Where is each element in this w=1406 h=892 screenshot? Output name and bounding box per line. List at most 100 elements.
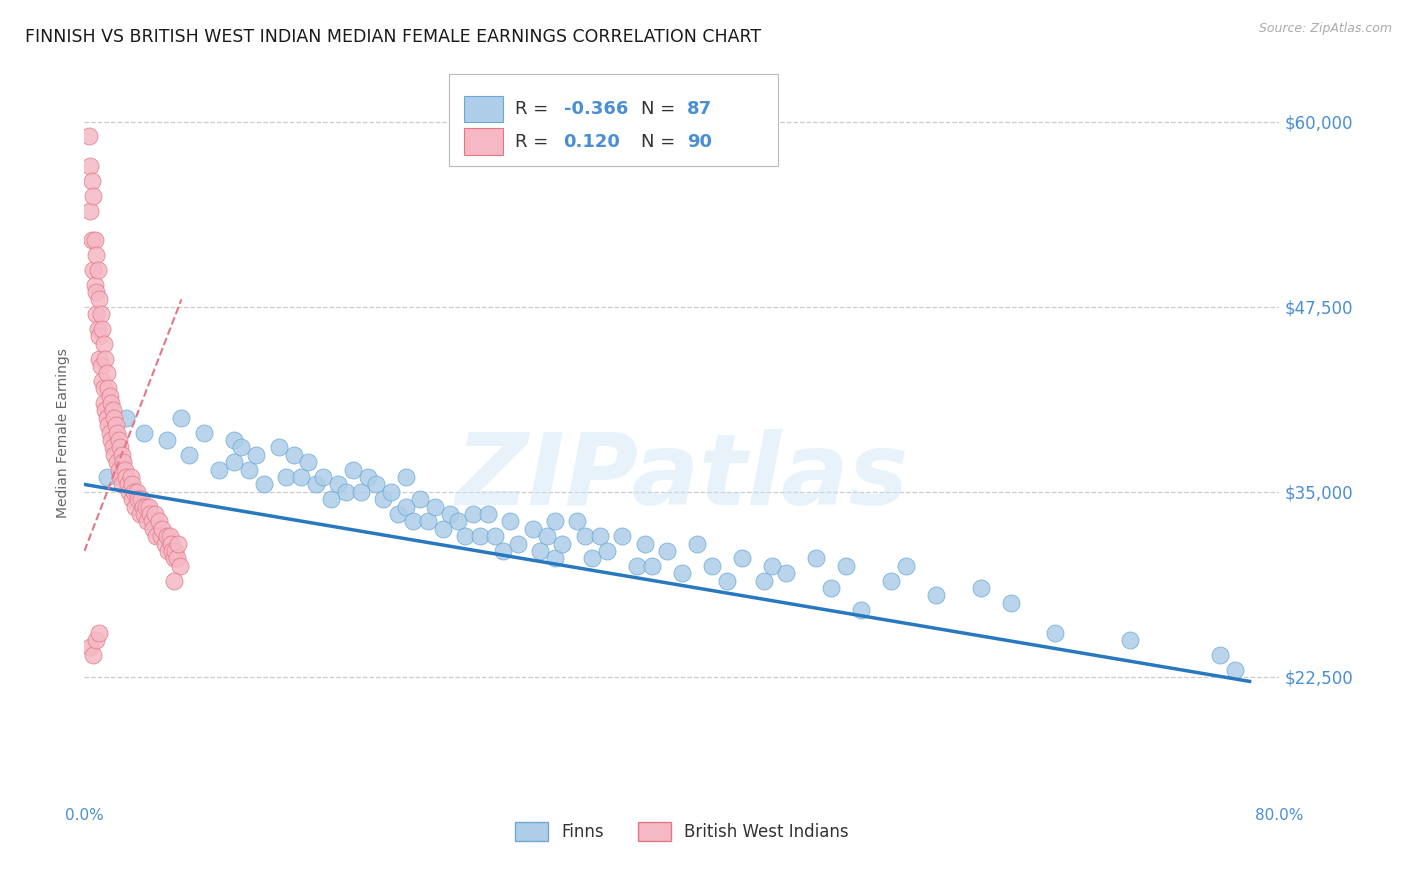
Point — [350, 484, 373, 499]
Point — [193, 425, 215, 440]
Point — [100, 433, 122, 447]
Point — [484, 529, 506, 543]
Point — [93, 336, 115, 351]
Point — [245, 448, 267, 462]
Point — [138, 500, 160, 514]
Point — [122, 484, 145, 499]
Point — [93, 396, 115, 410]
Point — [125, 484, 148, 499]
Point — [394, 470, 416, 484]
Point — [97, 381, 120, 395]
Point — [127, 492, 149, 507]
Point — [387, 507, 409, 521]
Point — [83, 233, 105, 247]
Point — [305, 477, 328, 491]
Text: FINNISH VS BRITISH WEST INDIAN MEDIAN FEMALE EARNINGS CORRELATION CHART: FINNISH VS BRITISH WEST INDIAN MEDIAN FE… — [24, 28, 761, 45]
Point — [141, 515, 163, 529]
Point — [1209, 648, 1232, 662]
Point — [364, 477, 387, 491]
Text: -0.366: -0.366 — [564, 100, 628, 118]
Point — [118, 484, 141, 499]
Point — [97, 418, 120, 433]
Point — [153, 537, 176, 551]
Point — [111, 455, 134, 469]
Point — [96, 410, 118, 425]
Point — [373, 492, 395, 507]
Point — [107, 433, 129, 447]
Point — [87, 322, 110, 336]
Point — [894, 558, 917, 573]
Point — [700, 558, 723, 573]
Point — [89, 293, 111, 307]
Point — [101, 441, 124, 455]
Point — [86, 632, 108, 647]
Point — [880, 574, 903, 588]
Point — [612, 529, 634, 543]
Point — [110, 470, 132, 484]
Point — [177, 448, 200, 462]
Point — [416, 515, 439, 529]
Point — [522, 522, 544, 536]
Point — [544, 551, 567, 566]
Point — [86, 307, 108, 321]
Point — [132, 425, 156, 440]
Point — [142, 522, 165, 536]
Point — [775, 566, 797, 581]
Point — [90, 359, 112, 373]
Point — [131, 500, 153, 514]
Point — [820, 581, 842, 595]
Point — [432, 522, 454, 536]
Point — [79, 203, 101, 218]
Point — [633, 537, 655, 551]
Point — [274, 470, 297, 484]
Point — [117, 477, 139, 491]
Point — [454, 529, 477, 543]
Point — [283, 448, 305, 462]
Point — [1223, 663, 1246, 677]
Point — [105, 455, 128, 469]
Point — [477, 507, 499, 521]
Point — [163, 551, 186, 566]
Point — [439, 507, 461, 521]
Point — [267, 441, 290, 455]
Point — [128, 507, 150, 521]
Point — [499, 515, 522, 529]
Point — [567, 515, 589, 529]
Point — [589, 529, 612, 543]
Point — [626, 558, 648, 573]
Point — [101, 403, 124, 417]
Point — [112, 455, 135, 469]
Point — [104, 418, 127, 433]
Point — [238, 462, 260, 476]
Point — [596, 544, 619, 558]
Text: Source: ZipAtlas.com: Source: ZipAtlas.com — [1258, 22, 1392, 36]
Point — [93, 381, 115, 395]
Point — [731, 551, 754, 566]
Point — [851, 603, 873, 617]
Text: N =: N = — [641, 100, 682, 118]
Point — [139, 507, 162, 521]
Point — [107, 462, 129, 476]
Point — [100, 396, 122, 410]
Point — [96, 367, 118, 381]
Point — [103, 448, 125, 462]
Point — [145, 529, 167, 543]
Point — [290, 470, 312, 484]
Point — [335, 484, 357, 499]
Point — [544, 515, 567, 529]
Point — [470, 529, 492, 543]
Point — [115, 410, 138, 425]
Point — [94, 351, 117, 366]
Point — [342, 462, 364, 476]
Point — [686, 537, 709, 551]
Text: N =: N = — [641, 133, 682, 151]
Point — [82, 188, 104, 202]
Point — [529, 544, 551, 558]
Point — [103, 410, 125, 425]
Point — [835, 558, 858, 573]
Point — [1119, 632, 1142, 647]
Text: ZIPatlas: ZIPatlas — [456, 428, 908, 525]
Point — [1045, 625, 1067, 640]
Point — [761, 558, 783, 573]
Point — [82, 648, 104, 662]
